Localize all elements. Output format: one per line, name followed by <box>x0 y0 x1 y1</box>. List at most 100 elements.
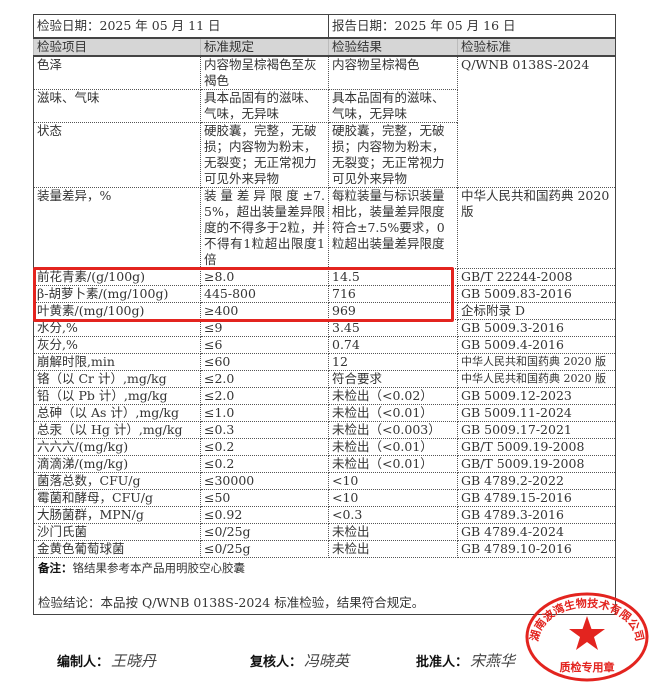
item-cell: 滴滴涕/(mg/kg) <box>33 455 201 473</box>
item-cell: β-胡萝卜素/(mg/100g) <box>33 285 201 303</box>
conclusion: 检验结论：本品按 Q/WNB 0138S-2024 标准检验，结果符合规定。 <box>38 595 425 610</box>
standard-cell: GB 5009.3-2016 <box>457 319 616 337</box>
result-cell: 3.45 <box>328 319 458 337</box>
signature-compiler: 编制人： 王晓丹 <box>57 650 156 671</box>
spec-cell: ≤30000 <box>200 472 329 490</box>
item-cell: 装量差异，% <box>33 187 201 269</box>
spec-cell: ≤0.3 <box>200 421 329 439</box>
item-cell: 六六六/(mg/kg) <box>33 438 201 456</box>
item-cell: 水分,% <box>33 319 201 337</box>
table-row: 滴滴涕/(mg/kg) ≤0.2 未检出（<0.01） GB/T 5009.19-20… <box>33 455 616 473</box>
result-cell: 硬胶囊，完整，无破损；内容物为粉末，无裂变；无正常视力可见外来异物 <box>328 122 458 188</box>
reviewer-label: 复核人： <box>250 655 303 670</box>
item-cell: 大肠菌群，MPN/g <box>33 506 201 524</box>
spec-cell: ≤2.0 <box>200 370 329 388</box>
table-row: 滋味、气味 具本品固有的滋味、气味，无异味 具本品固有的滋味、气味，无异味 <box>33 89 616 123</box>
result-cell: <10 <box>328 489 458 507</box>
spec-cell: ≤0.2 <box>200 438 329 456</box>
item-cell: 灰分,% <box>33 336 201 354</box>
item-cell: 色泽 <box>33 55 201 90</box>
spec-cell: ≤60 <box>200 353 329 371</box>
table-row: 菌落总数，CFU/g ≤30000 <10 GB 4789.2-2022 <box>33 472 616 490</box>
spec-cell: 装量差异限度±7.5%，超出装量差异限度的不得多于2粒，并不得有1粒超出限度1倍 <box>200 187 329 269</box>
standard-cell: 中华人民共和国药典 2020 版 <box>457 370 616 388</box>
standard-cell: GB 5009.12-2023 <box>457 387 616 405</box>
table-row: 金黄色葡萄球菌 ≤0/25g 未检出 GB 4789.10-2016 <box>33 540 616 558</box>
column-header-spec: 标准规定 <box>200 38 329 57</box>
table-row: 崩解时限,min ≤60 12 中华人民共和国药典 2020 版 <box>33 353 616 371</box>
spec-cell: 内容物呈棕褐色至灰褐色 <box>200 55 329 90</box>
table-row: 大肠菌群，MPN/g ≤0.92 <0.3 GB 4789.3-2016 <box>33 506 616 524</box>
spec-cell: ≤0/25g <box>200 540 329 558</box>
result-cell: 每粒装量与标识装量相比，装量差异限度符合±7.5%要求，0粒超出装量差异限度 <box>328 187 458 269</box>
table-row: 状态 硬胶囊，完整，无破损；内容物为粉末，无裂变；无正常视力可见外来异物 硬胶囊… <box>33 122 616 188</box>
date-row: 检验日期：2025 年 05 月 11 日 报告日期：2025 年 05 月 1… <box>33 14 616 39</box>
spec-cell: 具本品固有的滋味、气味，无异味 <box>200 89 329 123</box>
item-cell: 总汞（以 Hg 计）,mg/kg <box>33 421 201 439</box>
table-row: 六六六/(mg/kg) ≤0.2 未检出（<0.01） GB/T 5009.19-20… <box>33 438 616 456</box>
spec-cell: ≤0.92 <box>200 506 329 524</box>
table-row: 灰分,% ≤6 0.74 GB 5009.4-2016 <box>33 336 616 354</box>
standard-cell: GB 4789.15-2016 <box>457 489 616 507</box>
reviewer-signature: 冯晓英 <box>304 652 350 670</box>
standard-cell: GB 5009.4-2016 <box>457 336 616 354</box>
report-date: 报告日期：2025 年 05 月 16 日 <box>328 14 616 39</box>
remark-text: 铬结果参考本产品用明胶空心胶囊 <box>72 561 246 575</box>
result-cell: 未检出（<0.01） <box>328 438 458 456</box>
result-cell: 未检出 <box>328 540 458 558</box>
table-row: 总汞（以 Hg 计）,mg/kg ≤0.3 未检出（<0.003） GB 5009.1… <box>33 421 616 439</box>
spec-cell: ≤6 <box>200 336 329 354</box>
standard-cell: GB 4789.2-2022 <box>457 472 616 490</box>
svg-text:质检专用章: 质检专用章 <box>560 660 615 674</box>
spec-cell: 硬胶囊，完整，无破损；内容物为粉末，无裂变；无正常视力可见外来异物 <box>200 122 329 188</box>
table-row: 水分,% ≤9 3.45 GB 5009.3-2016 <box>33 319 616 337</box>
item-cell: 金黄色葡萄球菌 <box>33 540 201 558</box>
column-header-item: 检验项目 <box>33 38 201 57</box>
remarks-section: 备注：铬结果参考本产品用明胶空心胶囊 检验结论：本品按 Q/WNB 0138S-… <box>33 557 616 615</box>
standard-cell: GB 5009.11-2024 <box>457 404 616 422</box>
table-row: 色泽 内容物呈棕褐色至灰褐色 内容物呈棕褐色 Q/WNB 0138S-2024 <box>33 55 616 188</box>
table-header: 检验项目 标准规定 检验结果 检验标准 <box>33 38 616 57</box>
table-row: β-胡萝卜素/(mg/100g) 445-800 716 GB 5009.83-201… <box>33 285 616 303</box>
item-cell: 总砷（以 As 计）,mg/kg <box>33 404 201 422</box>
remark-label: 备注： <box>38 561 73 575</box>
result-cell: 未检出（<0.01） <box>328 404 458 422</box>
item-cell: 滋味、气味 <box>33 89 201 123</box>
standard-cell: GB/T 5009.19-2008 <box>457 455 616 473</box>
result-cell: <0.3 <box>328 506 458 524</box>
result-cell: 12 <box>328 353 458 371</box>
table-row: 霉菌和酵母，CFU/g ≤50 <10 GB 4789.15-2016 <box>33 489 616 507</box>
spec-cell: ≤50 <box>200 489 329 507</box>
inspection-date: 检验日期：2025 年 05 月 11 日 <box>33 14 329 39</box>
approver-label: 批准人： <box>416 655 469 670</box>
result-cell: 未检出（<0.02） <box>328 387 458 405</box>
item-cell: 状态 <box>33 122 201 188</box>
standard-cell: GB/T 5009.19-2008 <box>457 438 616 456</box>
column-header-result: 检验结果 <box>328 38 458 57</box>
standard-cell: GB 5009.17-2021 <box>457 421 616 439</box>
standard-cell: GB/T 22244-2008 <box>457 268 616 286</box>
spec-cell: ≤0/25g <box>200 523 329 541</box>
item-cell: 铅（以 Pb 计）,mg/kg <box>33 387 201 405</box>
star-icon <box>569 616 605 650</box>
highlight-box <box>33 266 454 322</box>
standard-cell: 中华人民共和国药典 2020 版 <box>457 187 616 269</box>
item-cell: 崩解时限,min <box>33 353 201 371</box>
spec-cell: ≤0.2 <box>200 455 329 473</box>
result-cell: 符合要求 <box>328 370 458 388</box>
standard-cell: GB 5009.83-2016 <box>457 285 616 303</box>
item-cell: 霉菌和酵母，CFU/g <box>33 489 201 507</box>
test-results-table: 检验日期：2025 年 05 月 11 日 报告日期：2025 年 05 月 1… <box>33 14 616 615</box>
result-cell: <10 <box>328 472 458 490</box>
result-cell: 内容物呈棕褐色 <box>328 55 458 90</box>
spec-cell: ≤1.0 <box>200 404 329 422</box>
result-cell: 未检出 <box>328 523 458 541</box>
signature-approver: 批准人： 宋燕华 <box>416 650 515 671</box>
table-row: 铬（以 Cr 计）,mg/kg ≤2.0 符合要求 中华人民共和国药典 2020 版 <box>33 370 616 388</box>
signature-reviewer: 复核人： 冯晓英 <box>250 650 349 671</box>
table-row: 装量差异，% 装量差异限度±7.5%，超出装量差异限度的不得多于2粒，并不得有1… <box>33 187 616 269</box>
result-cell: 未检出（<0.01） <box>328 455 458 473</box>
column-header-standard: 检验标准 <box>457 38 616 57</box>
spec-cell: ≤9 <box>200 319 329 337</box>
test-report: 检验日期：2025 年 05 月 11 日 报告日期：2025 年 05 月 1… <box>33 14 616 615</box>
